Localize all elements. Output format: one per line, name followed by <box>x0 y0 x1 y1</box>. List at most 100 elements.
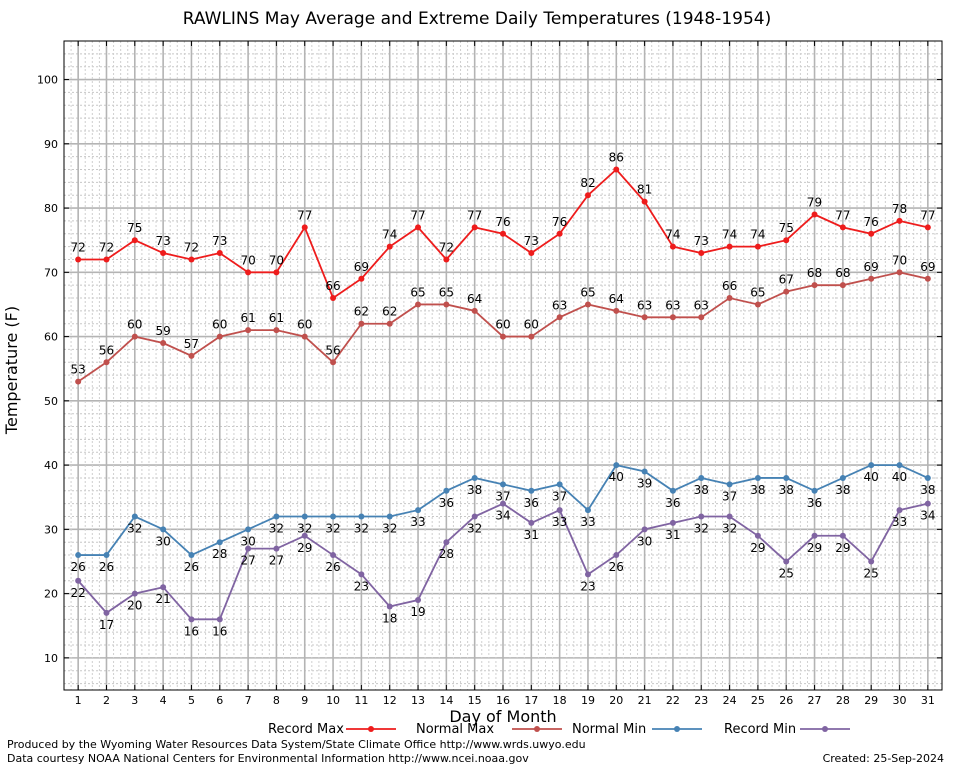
x-tick-label: 28 <box>836 694 850 707</box>
x-tick-label: 21 <box>638 694 652 707</box>
normal-min-data-label: 32 <box>269 522 284 536</box>
normal-max-point <box>528 333 535 340</box>
record-min-data-label: 27 <box>240 554 255 568</box>
record-min-point <box>160 584 167 591</box>
x-tick-label: 4 <box>160 694 167 707</box>
record-min-data-label: 29 <box>297 541 312 555</box>
record-max-point <box>330 295 337 302</box>
record-max-data-label: 77 <box>297 208 312 222</box>
record-min-data-label: 23 <box>354 579 369 593</box>
normal-max-data-label: 59 <box>155 324 170 338</box>
record-max-point <box>669 243 676 250</box>
normal-max-point <box>584 301 591 308</box>
x-tick-label: 17 <box>524 694 538 707</box>
normal-max-data-label: 63 <box>552 298 567 312</box>
x-tick-label: 26 <box>779 694 793 707</box>
normal-max-point <box>896 269 903 276</box>
record-min-point <box>726 513 733 520</box>
normal-min-data-label: 38 <box>835 483 850 497</box>
record-min-data-label: 31 <box>524 528 539 542</box>
record-min-point <box>386 603 393 610</box>
x-tick-label: 25 <box>751 694 765 707</box>
credit-data-courtesy: Data courtesy NOAA National Centers for … <box>7 752 529 765</box>
record-max-point <box>131 237 138 244</box>
normal-min-point <box>584 507 591 514</box>
record-min-data-label: 33 <box>552 515 567 529</box>
record-min-data-label: 34 <box>920 509 935 523</box>
record-max-data-label: 78 <box>892 202 907 216</box>
normal-max-point <box>556 314 563 321</box>
normal-max-point <box>613 307 620 314</box>
record-min-data-label: 23 <box>580 579 595 593</box>
record-max-point <box>160 250 167 257</box>
created-date: Created: 25-Sep-2024 <box>822 752 944 765</box>
normal-min-data-label: 37 <box>722 489 737 503</box>
record-min-point <box>698 513 705 520</box>
normal-max-point <box>131 333 138 340</box>
record-max-data-label: 86 <box>609 151 624 165</box>
record-min-point <box>216 616 223 623</box>
record-min-point <box>330 552 337 559</box>
normal-min-data-label: 26 <box>184 560 199 574</box>
normal-max-data-label: 61 <box>269 311 284 325</box>
record-min-data-label: 16 <box>184 624 199 638</box>
record-max-data-label: 77 <box>920 208 935 222</box>
normal-max-data-label: 65 <box>750 285 765 299</box>
normal-min-point <box>868 462 875 469</box>
record-min-point <box>783 558 790 565</box>
normal-max-point <box>245 327 252 334</box>
x-tick-label: 16 <box>496 694 510 707</box>
record-max-data-label: 81 <box>637 183 652 197</box>
normal-max-point <box>216 333 223 340</box>
normal-max-point <box>839 282 846 289</box>
normal-max-data-label: 68 <box>807 266 822 280</box>
normal-min-data-label: 32 <box>127 522 142 536</box>
record-max-data-label: 70 <box>269 253 284 267</box>
normal-max-data-label: 62 <box>354 305 369 319</box>
record-max-point <box>698 250 705 257</box>
record-max-data-label: 76 <box>495 215 510 229</box>
record-max-data-label: 72 <box>99 240 114 254</box>
normal-max-data-label: 70 <box>892 253 907 267</box>
normal-min-point <box>471 474 478 481</box>
record-max-point <box>103 256 110 263</box>
legend-label-record-min: Record Min <box>724 722 796 737</box>
x-tick-label: 12 <box>383 694 397 707</box>
x-tick-label: 20 <box>609 694 623 707</box>
record-min-data-label: 32 <box>722 522 737 536</box>
normal-min-point <box>556 481 563 488</box>
normal-min-data-label: 39 <box>637 477 652 491</box>
x-tick-label: 27 <box>808 694 822 707</box>
normal-max-data-label: 67 <box>779 273 794 287</box>
normal-min-data-label: 32 <box>297 522 312 536</box>
normal-max-data-label: 61 <box>240 311 255 325</box>
record-min-point <box>669 519 676 526</box>
normal-min-point <box>754 474 761 481</box>
x-tick-label: 2 <box>103 694 110 707</box>
x-tick-label: 23 <box>694 694 708 707</box>
normal-max-data-label: 65 <box>580 285 595 299</box>
normal-min-point <box>386 513 393 520</box>
normal-max-data-label: 60 <box>524 318 539 332</box>
normal-min-point <box>216 539 223 546</box>
record-max-data-label: 79 <box>807 195 822 209</box>
record-max-data-label: 74 <box>750 228 765 242</box>
normal-max-point <box>471 307 478 314</box>
normal-min-data-label: 38 <box>750 483 765 497</box>
normal-min-data-label: 36 <box>524 496 539 510</box>
normal-min-point <box>839 474 846 481</box>
record-max-point <box>924 224 931 231</box>
normal-max-data-label: 60 <box>297 318 312 332</box>
y-tick-label: 90 <box>44 138 58 151</box>
normal-min-point <box>669 487 676 494</box>
normal-min-data-label: 32 <box>325 522 340 536</box>
normal-min-point <box>415 507 422 514</box>
record-max-data-label: 74 <box>665 228 680 242</box>
normal-min-point <box>160 526 167 533</box>
normal-min-data-label: 37 <box>495 489 510 503</box>
y-tick-label: 100 <box>37 74 58 87</box>
record-min-point <box>839 532 846 539</box>
record-max-data-label: 77 <box>410 208 425 222</box>
record-min-point <box>500 500 506 507</box>
